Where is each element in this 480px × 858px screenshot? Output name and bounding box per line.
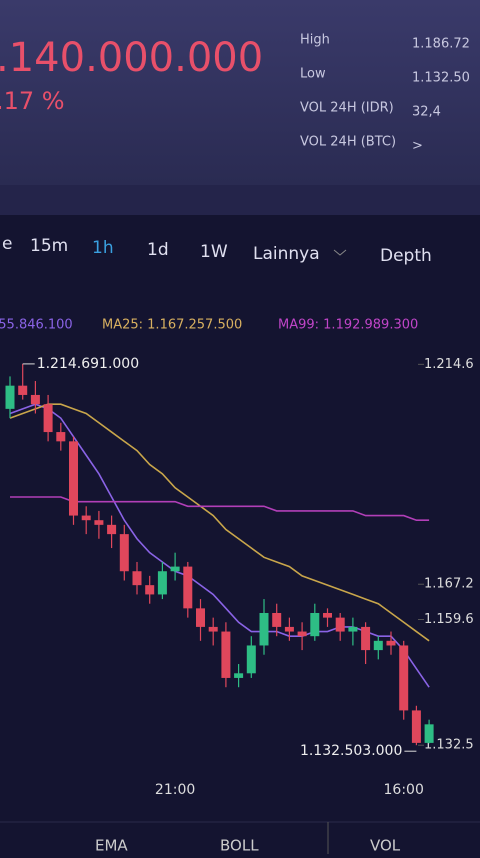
y-tick-label: 1.132.5 [424,738,474,753]
candle-body [157,571,167,595]
stat-value: 1.132.50 [412,71,470,86]
x-tick-label: 21:00 [155,782,195,798]
stat-label: VOL 24H (BTC) [300,135,396,150]
candle-body [284,626,294,632]
y-tick-label: 1.167.2 [424,577,474,592]
tab[interactable]: e [2,234,12,254]
ma-legend: 155.846.100 [0,318,73,333]
tab[interactable]: Lainnya [253,244,320,264]
stat-label: High [300,33,330,48]
candle-body [119,534,129,572]
candle-body [424,724,434,743]
candle-body [132,571,142,586]
tab[interactable]: Depth [380,246,432,266]
stat-label: Low [300,67,326,82]
y-tick-label: 1.159.6 [424,612,474,627]
bottom-tab[interactable]: BOLL [220,837,259,855]
change: .17 % [0,87,65,115]
candle-body [43,404,53,433]
candle-body [335,617,345,632]
candle-body [259,612,269,646]
candle-body [56,432,66,442]
tab[interactable]: 15m [30,236,68,256]
candle-body [310,612,320,637]
candle-body [411,710,421,743]
bottom-tab[interactable]: EMA [95,837,128,855]
candle-body [361,626,371,651]
ma-line [9,403,430,642]
candle-body [81,515,91,521]
candle-body [399,645,409,711]
x-tick-label: 16:00 [384,782,424,798]
stat-value: > [412,139,423,154]
candle-body [170,566,180,572]
ma-line [9,403,430,688]
tab[interactable]: 1d [147,240,169,260]
y-tick-label: 1.214.6 [424,357,474,372]
chart-bg [0,215,480,854]
candle-body [373,640,383,651]
candle-body [69,441,78,516]
candle-body [246,645,256,674]
annotation: 1.214.691.000 [37,356,139,372]
tab[interactable]: 1W [200,242,228,262]
candle-body [348,626,358,632]
price: .140.000.000 [0,35,263,81]
candle-body [18,385,28,395]
dropdown-caret [333,249,347,256]
candle-body [94,520,104,525]
tab[interactable]: 1h [92,238,114,258]
candle-body [386,640,396,646]
header-bg [0,0,480,185]
candle-body [208,626,218,632]
candle-body [145,585,155,595]
divider [0,185,480,215]
bottom-tab[interactable]: VOL [370,837,401,855]
candle-body [183,566,193,609]
candle-body [297,631,307,637]
stat-value: 32,4 [412,105,441,120]
stat-label: VOL 24H (IDR) [300,101,394,116]
candle-body [272,612,282,627]
ma-legend: MA25: 1.167.257.500 [102,318,242,333]
candle-body [234,673,244,678]
ma-line [10,496,430,522]
ma-legend: MA99: 1.192.989.300 [278,318,418,333]
candle-body [30,394,40,405]
stat-value: 1.186.72 [412,37,470,52]
candle-body [196,608,205,627]
candle-body [5,385,15,409]
candle-body [107,524,117,535]
candle-body [221,631,231,678]
candle-body [323,612,332,618]
annotation: 1.132.503.000 [300,743,402,759]
